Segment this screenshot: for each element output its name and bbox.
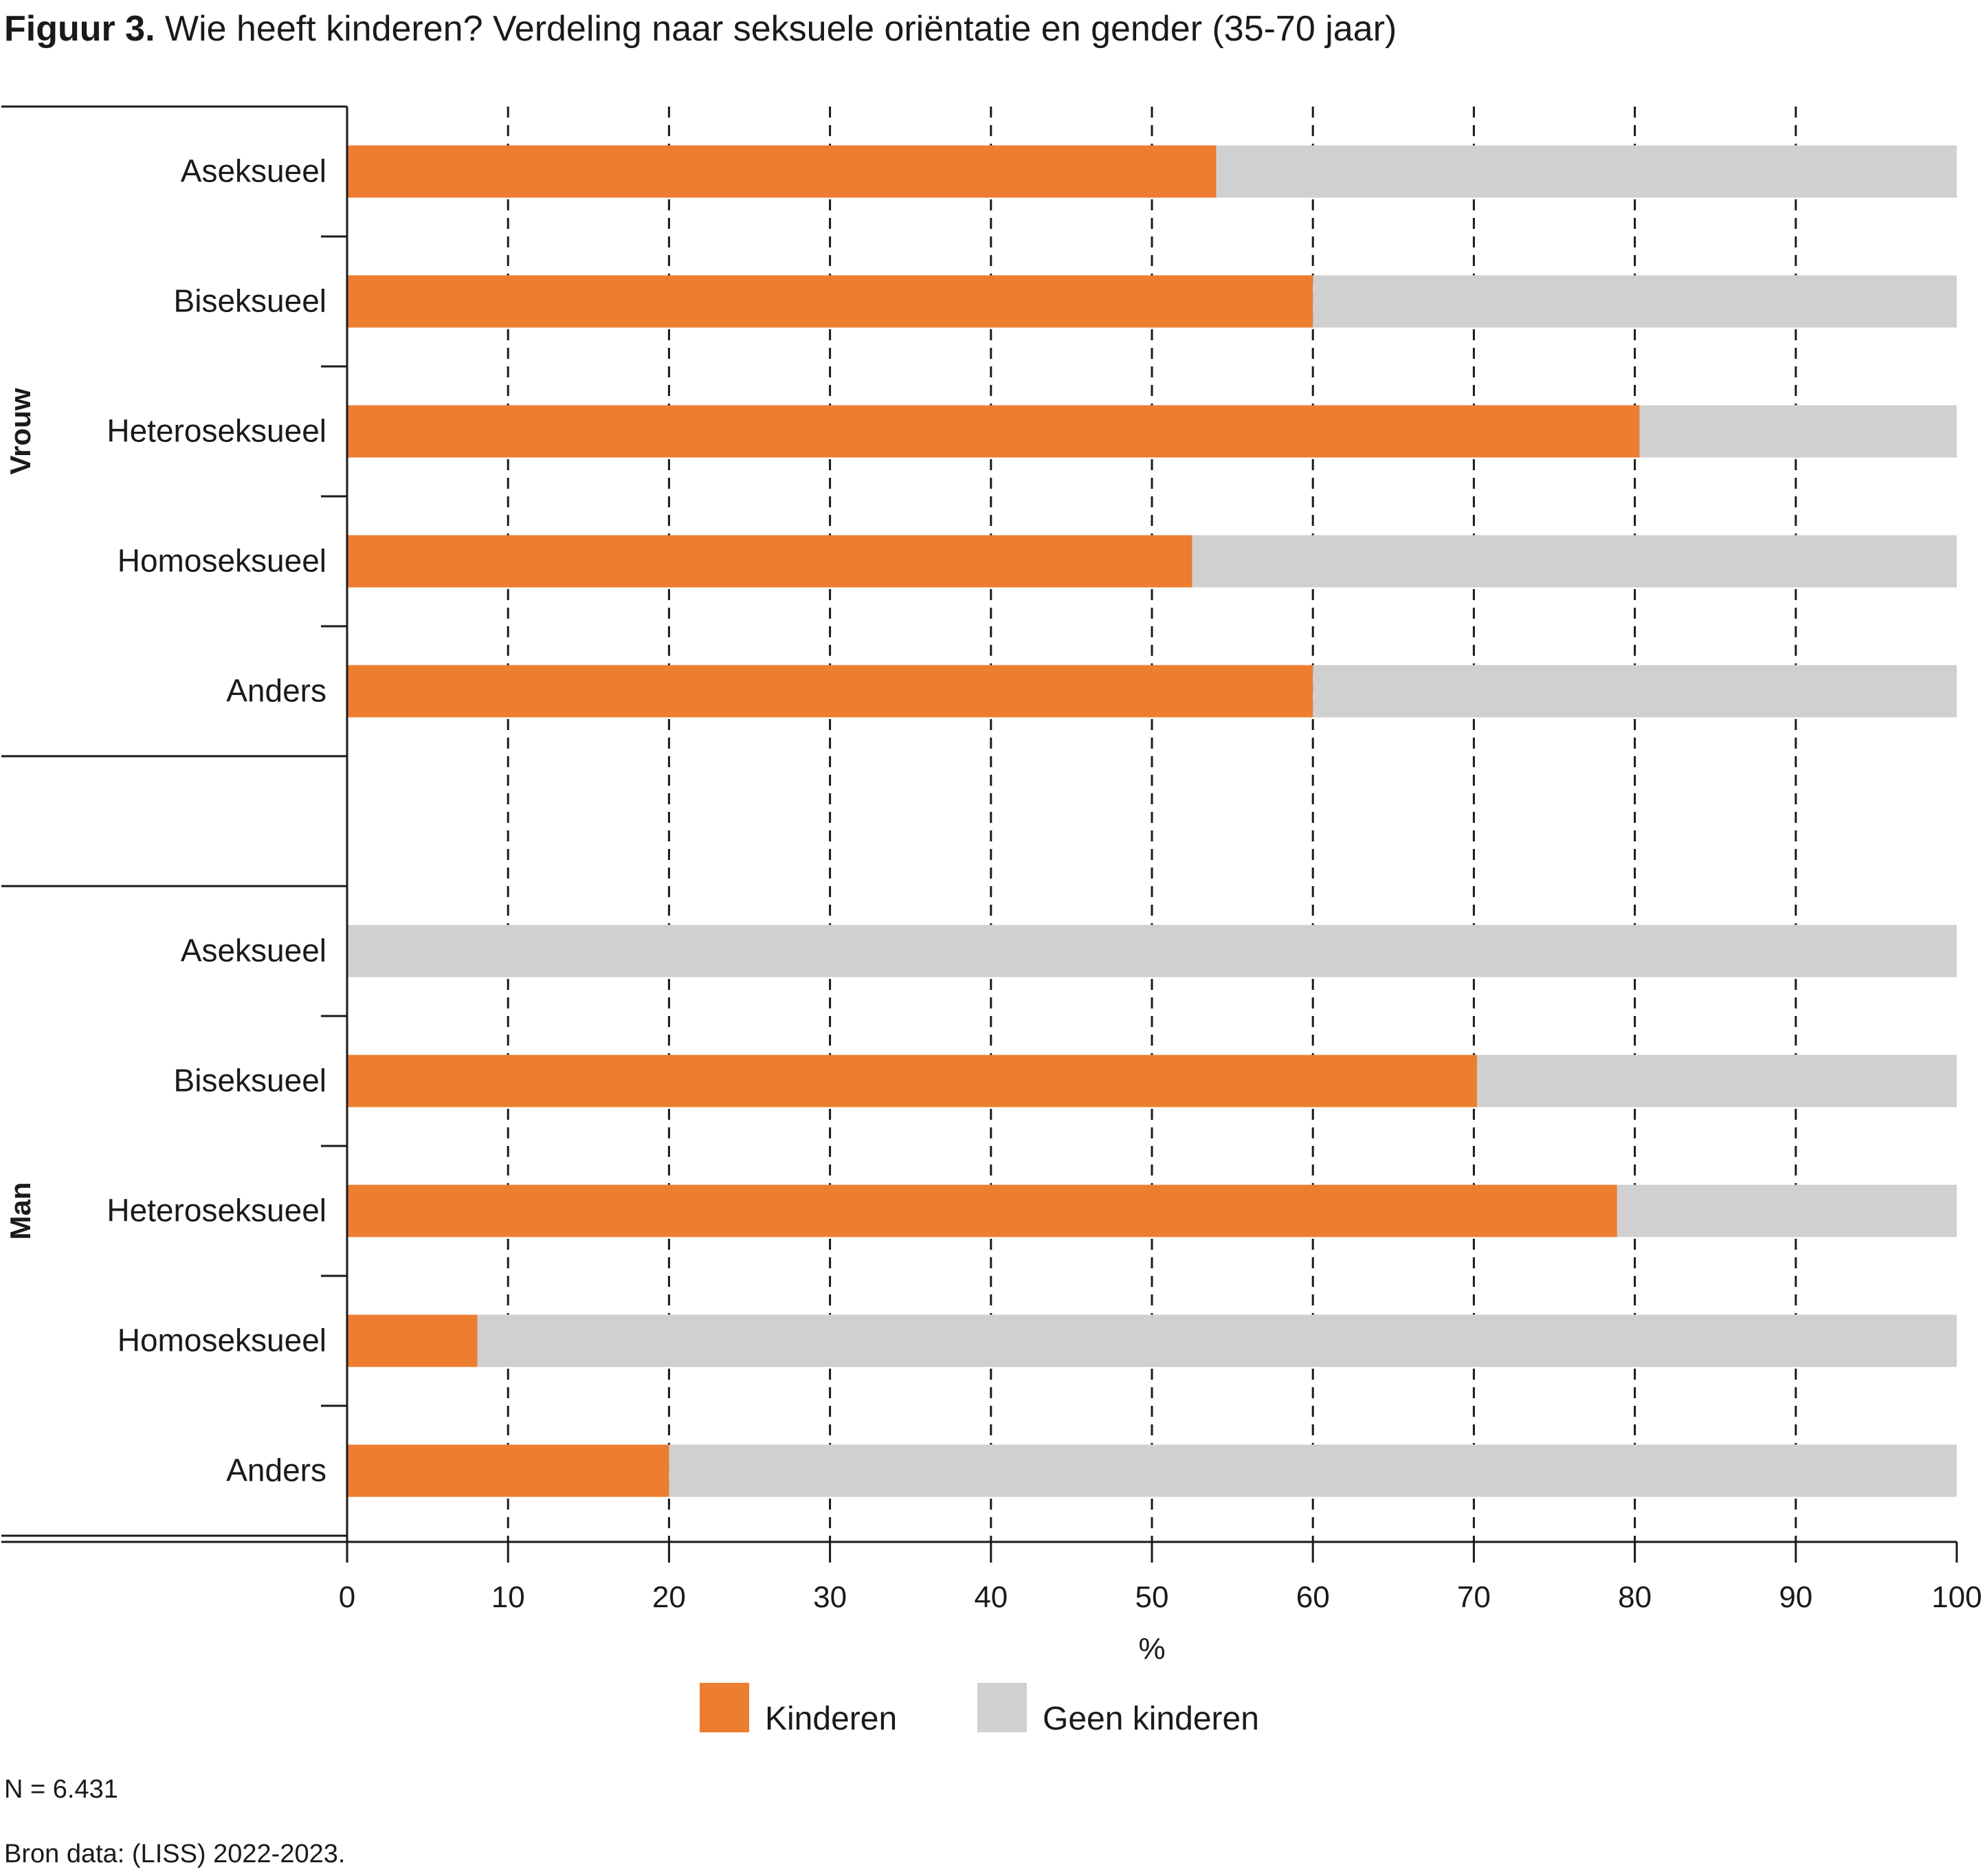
- source-note: Bron data: (LISS) 2022-2023.: [4, 1840, 346, 1868]
- x-tick-label-100: 100: [1931, 1580, 1982, 1614]
- bar-vrouw-anders-geen-kinderen: [1313, 665, 1957, 718]
- bar-vrouw-heteroseksueel-geen-kinderen: [1639, 405, 1957, 458]
- x-axis-title: %: [1138, 1632, 1165, 1666]
- x-tick-label-80: 80: [1618, 1580, 1652, 1614]
- category-label-man-heteroseksueel: Heteroseksueel: [107, 1193, 326, 1228]
- bar-man-biseksueel-geen-kinderen: [1477, 1055, 1957, 1107]
- category-label-man-biseksueel: Biseksueel: [174, 1063, 326, 1099]
- bar-vrouw-biseksueel-geen-kinderen: [1313, 275, 1957, 328]
- legend-swatch-geen-kinderen: [977, 1683, 1027, 1732]
- x-tick-label-60: 60: [1296, 1580, 1330, 1614]
- bar-vrouw-heteroseksueel-kinderen: [347, 405, 1640, 458]
- bar-man-aseksueel-geen-kinderen: [347, 925, 1957, 978]
- bar-man-biseksueel-kinderen: [347, 1055, 1478, 1107]
- bar-vrouw-biseksueel-kinderen: [347, 275, 1313, 328]
- bar-man-heteroseksueel-kinderen: [347, 1184, 1617, 1237]
- x-tick-label-50: 50: [1135, 1580, 1169, 1614]
- legend-label-kinderen: Kinderen: [765, 1701, 897, 1737]
- bar-man-heteroseksueel-geen-kinderen: [1617, 1184, 1957, 1237]
- x-tick-label-40: 40: [974, 1580, 1008, 1614]
- category-label-vrouw-anders: Anders: [226, 673, 326, 709]
- category-label-vrouw-homoseksueel: Homoseksueel: [118, 543, 326, 579]
- x-tick-label-30: 30: [813, 1580, 847, 1614]
- legend-swatch-kinderen: [700, 1683, 749, 1732]
- legend-label-geen-kinderen: Geen kinderen: [1043, 1701, 1259, 1737]
- category-label-vrouw-heteroseksueel: Heteroseksueel: [107, 413, 326, 449]
- group-label-vrouw: Vrouw: [4, 388, 36, 474]
- x-tick-label-20: 20: [652, 1580, 686, 1614]
- x-tick-label-70: 70: [1457, 1580, 1491, 1614]
- category-label-man-aseksueel: Aseksueel: [181, 933, 326, 969]
- category-label-vrouw-biseksueel: Biseksueel: [174, 283, 326, 319]
- x-tick-label-90: 90: [1779, 1580, 1812, 1614]
- x-tick-label-10: 10: [491, 1580, 525, 1614]
- bar-man-homoseksueel-geen-kinderen: [477, 1314, 1957, 1367]
- bar-vrouw-aseksueel-geen-kinderen: [1216, 145, 1957, 198]
- sample-size-note: N = 6.431: [4, 1775, 118, 1804]
- x-tick-label-0: 0: [339, 1580, 355, 1614]
- bar-vrouw-aseksueel-kinderen: [347, 145, 1217, 198]
- bar-vrouw-homoseksueel-kinderen: [347, 535, 1192, 588]
- figure-label: Figuur 3.: [4, 9, 155, 49]
- category-label-man-anders: Anders: [226, 1453, 326, 1488]
- bar-man-anders-geen-kinderen: [669, 1444, 1957, 1497]
- figure-title-text: Wie heeft kinderen? Verdeling naar seksu…: [165, 9, 1397, 49]
- bar-vrouw-anders-kinderen: [347, 665, 1313, 718]
- bar-man-homoseksueel-kinderen: [347, 1314, 478, 1367]
- category-label-vrouw-aseksueel: Aseksueel: [181, 153, 326, 189]
- bar-vrouw-homoseksueel-geen-kinderen: [1192, 535, 1957, 588]
- group-label-man: Man: [4, 1182, 36, 1240]
- category-label-man-homoseksueel: Homoseksueel: [118, 1323, 326, 1358]
- figure-title: Figuur 3. Wie heeft kinderen? Verdeling …: [4, 4, 1397, 54]
- bar-man-anders-kinderen: [347, 1444, 669, 1497]
